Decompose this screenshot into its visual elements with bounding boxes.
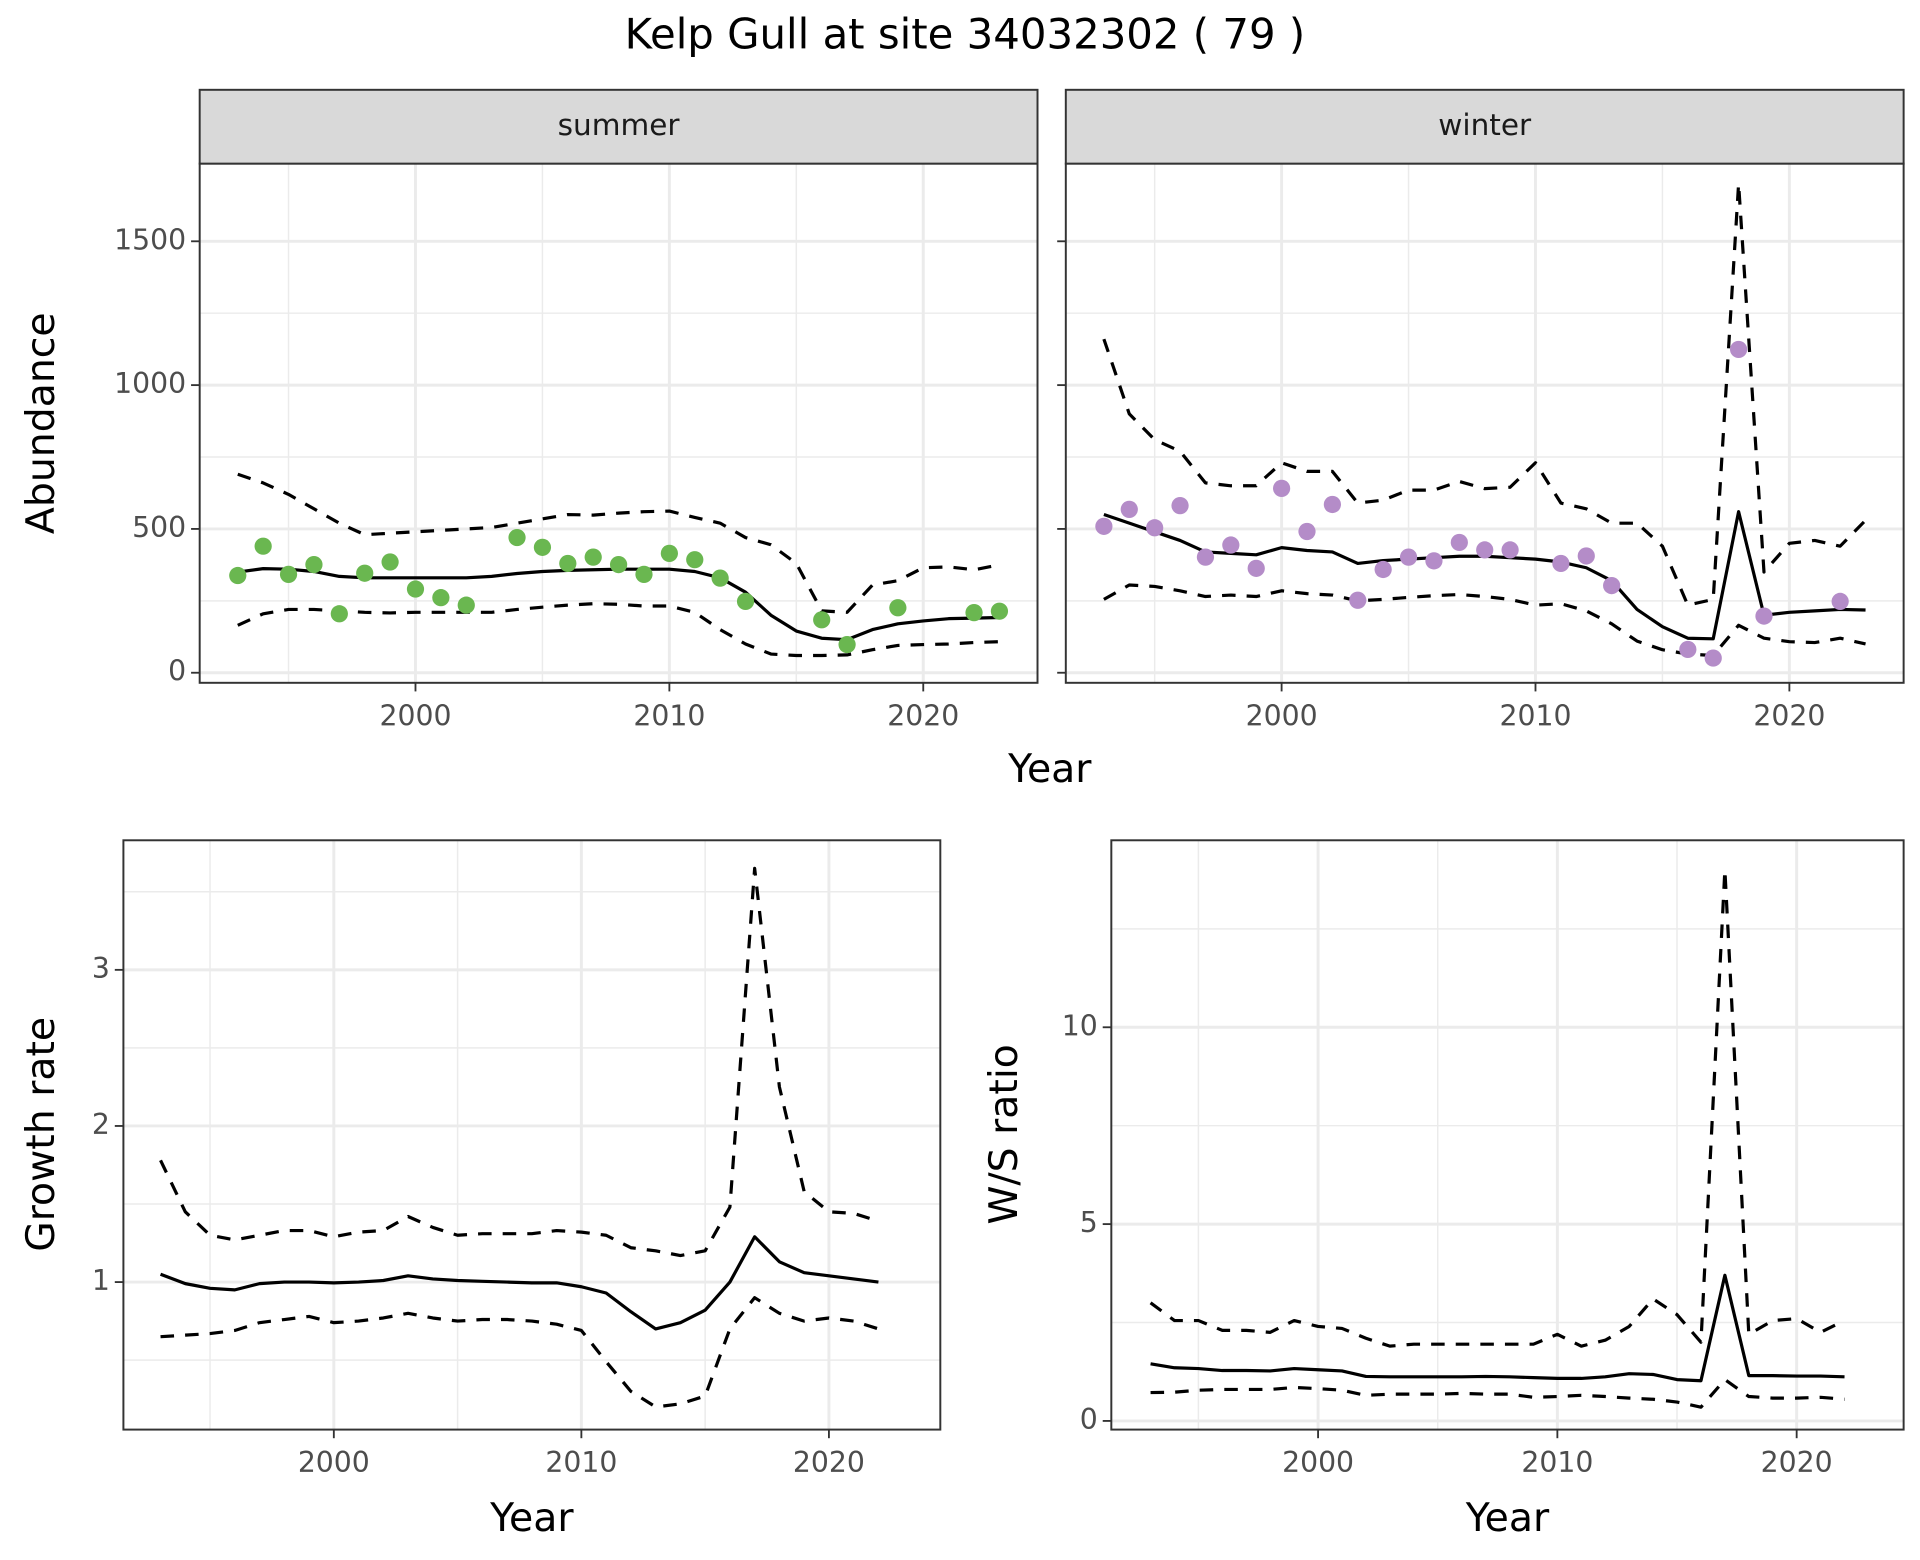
x-tick-label: 2020 bbox=[793, 1446, 865, 1479]
data-point bbox=[356, 564, 374, 582]
data-point bbox=[1120, 500, 1138, 518]
data-point bbox=[1755, 607, 1773, 625]
data-point bbox=[1704, 649, 1722, 667]
data-point bbox=[736, 592, 755, 611]
data-point bbox=[1196, 548, 1215, 566]
x-tick-label: 2020 bbox=[1761, 1446, 1833, 1479]
data-point bbox=[305, 555, 323, 574]
x-tick-label: 2000 bbox=[298, 1446, 370, 1479]
y-tick-label: 1 bbox=[92, 1264, 110, 1297]
panel-border bbox=[1110, 839, 1905, 1431]
data-point bbox=[965, 604, 983, 622]
data-point bbox=[1095, 517, 1113, 535]
data-point bbox=[330, 605, 348, 623]
x-axis-label: Year bbox=[1007, 746, 1092, 792]
interval-line bbox=[1150, 1377, 1845, 1409]
data-point bbox=[1501, 541, 1519, 559]
data-point bbox=[406, 580, 425, 598]
x-tick-label: 2010 bbox=[1521, 1446, 1593, 1479]
panel-border bbox=[122, 839, 942, 1431]
x-tick-label: 2010 bbox=[545, 1446, 617, 1479]
y-tick-label: 3 bbox=[92, 952, 110, 985]
y-tick-label: 2 bbox=[92, 1108, 110, 1141]
data-point bbox=[1552, 554, 1570, 573]
x-tick-label: 2000 bbox=[1282, 1446, 1354, 1479]
data-point bbox=[889, 599, 907, 617]
data-point bbox=[1577, 547, 1595, 565]
facet-strip bbox=[1064, 88, 1905, 165]
panel-background bbox=[123, 840, 941, 1430]
data-point bbox=[381, 553, 399, 571]
x-tick-label: 2000 bbox=[379, 699, 451, 732]
x-tick-label: 2020 bbox=[887, 699, 959, 732]
y-axis-label: Growth rate bbox=[18, 1017, 64, 1252]
y-tick-label: 1000 bbox=[114, 367, 186, 400]
interval-line bbox=[1103, 583, 1866, 658]
interval-line bbox=[1149, 868, 1846, 1348]
data-point bbox=[711, 569, 729, 587]
y-tick-label: 0 bbox=[1080, 1403, 1098, 1436]
x-tick-label: 2010 bbox=[633, 699, 705, 732]
y-axis-label: W/S ratio bbox=[981, 1044, 1027, 1224]
y-axis-label: Abundance bbox=[18, 312, 64, 534]
x-axis-label: Year bbox=[1465, 1495, 1550, 1541]
data-point bbox=[457, 596, 475, 614]
data-point bbox=[635, 565, 653, 583]
x-axis-label: Year bbox=[489, 1495, 574, 1541]
data-point bbox=[1603, 576, 1621, 595]
interval-line bbox=[160, 1296, 879, 1409]
data-point bbox=[432, 589, 450, 607]
data-point bbox=[1476, 541, 1494, 559]
interval-line bbox=[1102, 182, 1867, 607]
data-point bbox=[1729, 340, 1748, 359]
interval-line bbox=[237, 472, 1000, 614]
data-point bbox=[838, 635, 856, 654]
facet-label: summer bbox=[558, 108, 681, 142]
data-point bbox=[1298, 522, 1316, 541]
data-point bbox=[1272, 479, 1291, 497]
data-point bbox=[229, 566, 247, 585]
data-point bbox=[609, 555, 628, 574]
data-point bbox=[533, 538, 552, 556]
interval-line bbox=[237, 602, 1000, 658]
x-tick-label: 2020 bbox=[1753, 699, 1825, 732]
trend-line bbox=[1150, 1273, 1845, 1383]
data-point bbox=[660, 544, 678, 562]
data-point bbox=[1349, 591, 1367, 609]
data-point bbox=[1679, 640, 1697, 659]
data-point bbox=[1222, 536, 1240, 554]
y-tick-label: 0 bbox=[168, 655, 186, 688]
figure-title: Kelp Gull at site 34032302 ( 79 ) bbox=[625, 9, 1306, 58]
data-point bbox=[1374, 560, 1392, 579]
data-point bbox=[279, 565, 298, 583]
y-tick-label: 10 bbox=[1062, 1009, 1098, 1042]
x-tick-label: 2010 bbox=[1500, 699, 1572, 732]
data-point bbox=[1425, 552, 1443, 570]
data-point bbox=[254, 537, 272, 555]
y-tick-label: 1500 bbox=[114, 223, 186, 256]
data-point bbox=[1247, 559, 1265, 577]
data-point bbox=[1450, 533, 1468, 552]
y-tick-label: 5 bbox=[1080, 1206, 1098, 1239]
facet-strip bbox=[198, 88, 1039, 165]
x-tick-label: 2000 bbox=[1246, 699, 1318, 732]
facet-label: winter bbox=[1438, 108, 1532, 142]
data-point bbox=[1171, 497, 1189, 515]
data-point bbox=[686, 551, 704, 569]
y-tick-label: 500 bbox=[132, 511, 186, 544]
data-point bbox=[1831, 592, 1849, 611]
panel-background bbox=[199, 163, 1038, 683]
data-point bbox=[1146, 519, 1164, 537]
data-point bbox=[1399, 548, 1418, 566]
data-point bbox=[508, 528, 526, 547]
trend-line bbox=[159, 1235, 879, 1331]
data-point bbox=[584, 548, 602, 566]
data-point bbox=[1323, 495, 1341, 514]
data-point bbox=[813, 611, 831, 629]
data-point bbox=[559, 554, 577, 573]
data-point bbox=[990, 602, 1009, 620]
